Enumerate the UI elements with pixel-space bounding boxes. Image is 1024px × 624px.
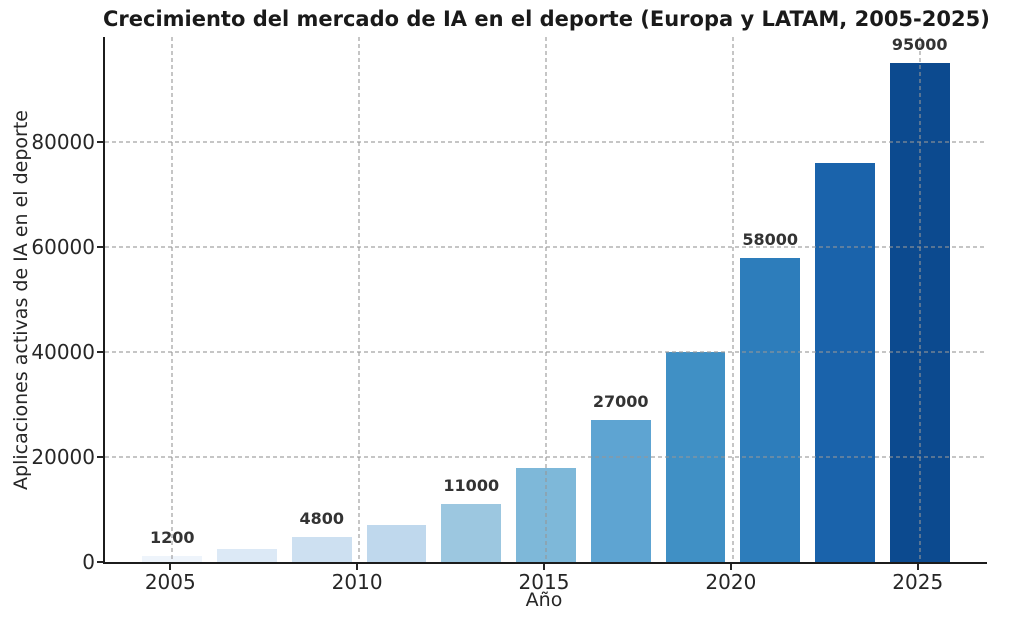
y-tick-label-20000: 20000 xyxy=(31,445,95,469)
bar-2023 xyxy=(815,163,875,562)
gridline-vertical-2005 xyxy=(171,37,174,562)
bar-2013 xyxy=(441,504,502,562)
y-tick-mark-0 xyxy=(97,561,103,563)
x-axis-label: Año xyxy=(525,589,563,611)
x-tick-mark-2025 xyxy=(916,564,919,570)
x-tick-mark-2010 xyxy=(356,564,359,570)
y-axis-label: Aplicaciones activas de IA en el deporte xyxy=(10,110,32,490)
y-tick-mark-60000 xyxy=(97,246,103,248)
y-tick-mark-80000 xyxy=(97,141,103,143)
x-tick-label-2005: 2005 xyxy=(144,570,196,594)
bar-2017 xyxy=(590,420,651,562)
bar-value-label-2005: 1200 xyxy=(150,527,195,547)
y-tick-label-0: 0 xyxy=(82,550,95,574)
gridline-vertical-2015 xyxy=(545,37,547,562)
bar-2009 xyxy=(291,536,352,562)
bar-value-label-2025: 95000 xyxy=(891,35,948,55)
gridline-vertical-2020 xyxy=(731,37,734,562)
x-tick-label-2010: 2010 xyxy=(331,570,383,594)
y-tick-label-40000: 40000 xyxy=(31,340,95,364)
x-tick-mark-2020 xyxy=(729,564,732,570)
x-tick-mark-2005 xyxy=(169,564,172,570)
x-tick-label-2015: 2015 xyxy=(518,570,570,594)
bar-value-label-2013: 11000 xyxy=(443,476,500,496)
gridline-vertical-2010 xyxy=(358,37,361,562)
chart-title: Crecimiento del mercado de IA en el depo… xyxy=(103,7,990,31)
y-tick-mark-40000 xyxy=(97,351,103,353)
bar-value-label-2017: 27000 xyxy=(592,392,649,412)
x-tick-label-2020: 2020 xyxy=(705,570,757,594)
plot-area: 1200 4800 11000 27000 58000 95000 xyxy=(103,35,987,564)
bar-2021 xyxy=(740,257,801,562)
bar-value-label-2021: 58000 xyxy=(742,229,799,249)
y-tick-label-80000: 80000 xyxy=(31,130,95,154)
y-tick-mark-20000 xyxy=(97,456,103,458)
x-tick-label-2025: 2025 xyxy=(892,570,944,594)
x-tick-mark-2015 xyxy=(543,564,545,570)
gridline-vertical-2025 xyxy=(918,37,921,562)
bar-2007 xyxy=(217,549,277,562)
y-tick-label-60000: 60000 xyxy=(31,235,95,259)
bar-value-label-2009: 4800 xyxy=(299,508,345,528)
bar-2011 xyxy=(366,525,427,562)
